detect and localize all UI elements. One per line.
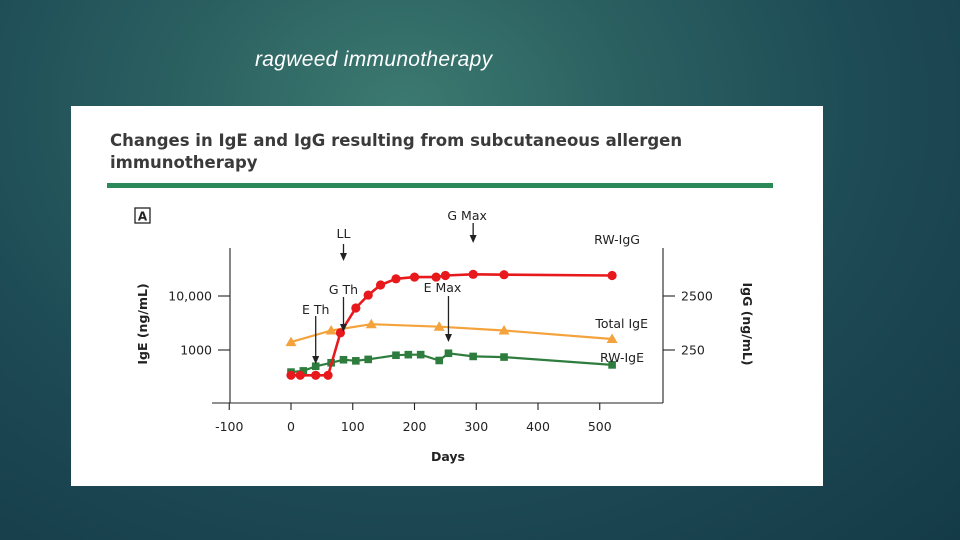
data-point [404, 350, 413, 359]
figure-card: Changes in IgE and IgG resulting from su… [71, 106, 823, 486]
data-point [607, 270, 617, 281]
figure-heading-line2: immunotherapy [110, 153, 258, 172]
y-left-tick-label: 1000 [180, 343, 212, 358]
data-point [499, 270, 509, 280]
data-point [286, 370, 296, 380]
slide-title: ragweed immunotherapy [255, 48, 493, 71]
series-rw-igg [286, 269, 617, 380]
data-point [351, 303, 361, 313]
data-point [323, 370, 333, 380]
data-point [375, 280, 386, 290]
annotation-arrowhead [469, 235, 477, 243]
series-labels: RW-IgG Total IgE RW-IgE [594, 232, 648, 365]
annotation-label: E Th [302, 302, 329, 317]
data-point [468, 269, 478, 279]
data-point [440, 270, 450, 281]
chart-frame: A IgE (ng/mL) IgG (ng/mL) Days [134, 207, 755, 464]
series-rw-ige [287, 349, 616, 376]
data-point [433, 321, 445, 331]
data-point [363, 290, 373, 300]
x-tick-label: 200 [403, 419, 427, 434]
data-point [469, 352, 477, 361]
annotations: E Th LL G Th E Max G Max [302, 208, 487, 364]
annotation-arrowhead [444, 334, 452, 342]
data-point [311, 362, 320, 371]
x-tick-label: 300 [464, 419, 488, 434]
data-point [416, 350, 425, 359]
y-right-tick-label: 2500 [681, 289, 713, 304]
data-point [299, 367, 308, 375]
data-point [311, 370, 321, 380]
x-tick-label: 500 [588, 419, 612, 434]
panel-label-box [134, 207, 151, 224]
x-tick-label: 0 [287, 419, 295, 434]
annotation-label: G Max [447, 208, 487, 223]
series [285, 269, 618, 380]
chart: A IgE (ng/mL) IgG (ng/mL) Days -100 0 100 2… [134, 207, 755, 464]
annotation-label: E Max [424, 280, 462, 295]
data-point [352, 357, 360, 365]
x-tick-label: -100 [215, 419, 243, 434]
y-left-tick-label: 10,000 [168, 289, 212, 304]
x-tick-label: 400 [526, 419, 550, 434]
data-point [392, 351, 400, 360]
annotation-label: G Th [329, 282, 358, 297]
x-tick-label: 100 [341, 419, 365, 434]
data-point [339, 355, 348, 364]
data-point [608, 361, 616, 369]
annotation-arrowhead [339, 324, 347, 332]
series-label: RW-IgE [600, 350, 644, 365]
series-label: RW-IgG [594, 232, 640, 247]
data-point [435, 356, 443, 365]
y-axis-label-right: IgG (ng/mL) [740, 282, 755, 365]
figure-heading: Changes in IgE and IgG resulting from su… [110, 130, 790, 174]
data-point [606, 333, 618, 343]
data-point [431, 272, 441, 282]
series-line [290, 323, 613, 344]
data-point [295, 370, 305, 380]
data-point [409, 272, 420, 282]
series-label: Total IgE [594, 316, 648, 331]
data-point [365, 318, 377, 329]
annotation-arrowhead [312, 356, 320, 364]
annotation-label: LL [337, 226, 351, 241]
heading-rule [107, 183, 773, 188]
data-point [325, 324, 337, 335]
data-point [285, 336, 297, 347]
figure-heading-line1: Changes in IgE and IgG resulting from su… [110, 131, 683, 150]
data-point [364, 355, 372, 364]
data-point [391, 274, 401, 284]
y-axis-label-left: IgE (ng/mL) [135, 283, 150, 364]
series-total-ige [285, 318, 618, 347]
y-right-tick-label: 250 [681, 343, 705, 358]
data-point [500, 353, 508, 361]
annotation-arrowhead [339, 253, 347, 261]
axis-ticks: -100 0 100 200 300 400 500 1000 10,000 250 2500 [168, 289, 713, 435]
data-point [498, 324, 510, 335]
panel-label: A [138, 210, 148, 224]
data-point [444, 349, 453, 358]
x-axis-label: Days [431, 449, 465, 464]
data-point [335, 328, 345, 338]
